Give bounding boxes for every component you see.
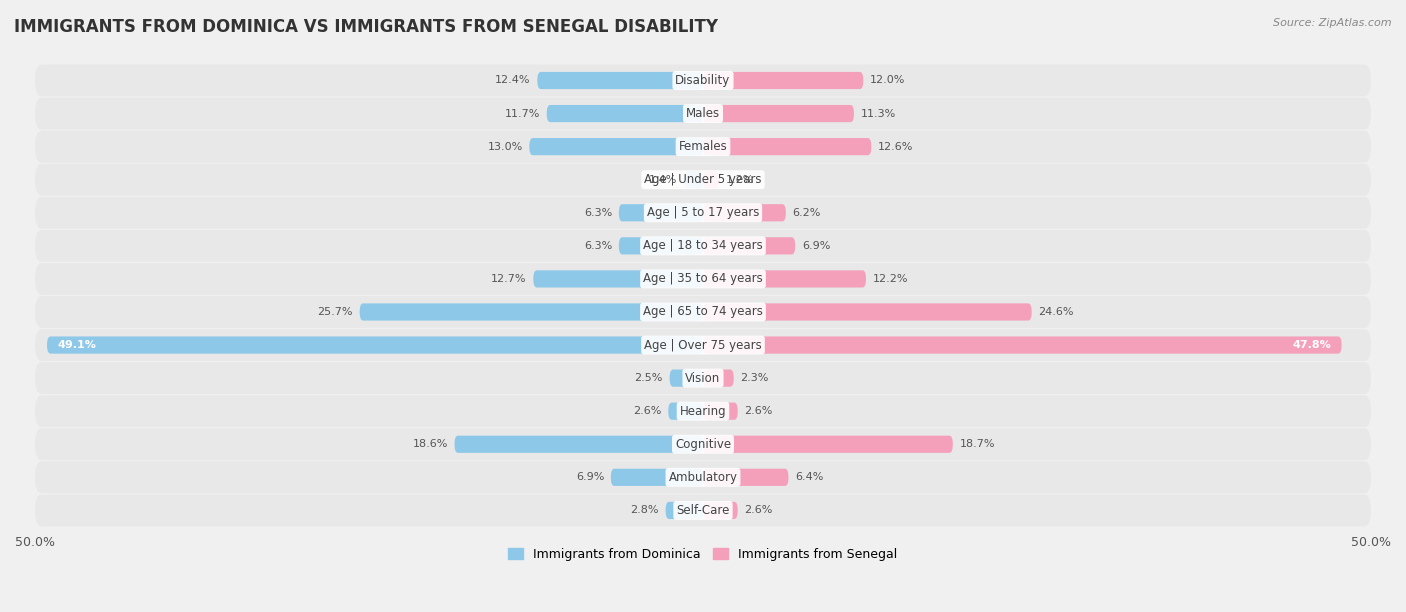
FancyBboxPatch shape: [703, 138, 872, 155]
Text: 11.7%: 11.7%: [505, 108, 540, 119]
Text: Age | 35 to 64 years: Age | 35 to 64 years: [643, 272, 763, 285]
FancyBboxPatch shape: [703, 204, 786, 222]
Text: 12.6%: 12.6%: [877, 141, 914, 152]
FancyBboxPatch shape: [35, 164, 1371, 196]
FancyBboxPatch shape: [703, 72, 863, 89]
Text: 12.2%: 12.2%: [873, 274, 908, 284]
FancyBboxPatch shape: [35, 98, 1371, 129]
FancyBboxPatch shape: [454, 436, 703, 453]
Text: 49.1%: 49.1%: [58, 340, 97, 350]
FancyBboxPatch shape: [547, 105, 703, 122]
FancyBboxPatch shape: [703, 105, 853, 122]
Text: 18.6%: 18.6%: [412, 439, 449, 449]
Text: Age | 65 to 74 years: Age | 65 to 74 years: [643, 305, 763, 318]
FancyBboxPatch shape: [35, 65, 1371, 96]
FancyBboxPatch shape: [665, 502, 703, 519]
Text: 6.9%: 6.9%: [801, 241, 830, 251]
FancyBboxPatch shape: [35, 461, 1371, 493]
Text: Age | 18 to 34 years: Age | 18 to 34 years: [643, 239, 763, 252]
Text: 2.8%: 2.8%: [630, 506, 659, 515]
FancyBboxPatch shape: [703, 502, 738, 519]
FancyBboxPatch shape: [619, 237, 703, 255]
FancyBboxPatch shape: [35, 428, 1371, 460]
FancyBboxPatch shape: [703, 271, 866, 288]
FancyBboxPatch shape: [668, 403, 703, 420]
Text: 6.3%: 6.3%: [583, 241, 612, 251]
FancyBboxPatch shape: [35, 362, 1371, 394]
Text: 12.4%: 12.4%: [495, 75, 530, 86]
Text: 18.7%: 18.7%: [959, 439, 995, 449]
FancyBboxPatch shape: [35, 263, 1371, 295]
FancyBboxPatch shape: [619, 204, 703, 222]
Text: 2.5%: 2.5%: [634, 373, 662, 383]
Text: 13.0%: 13.0%: [488, 141, 523, 152]
Text: Hearing: Hearing: [679, 405, 727, 417]
FancyBboxPatch shape: [703, 237, 796, 255]
Text: Age | Over 75 years: Age | Over 75 years: [644, 338, 762, 351]
Legend: Immigrants from Dominica, Immigrants from Senegal: Immigrants from Dominica, Immigrants fro…: [503, 543, 903, 566]
Text: 2.6%: 2.6%: [633, 406, 662, 416]
Text: 11.3%: 11.3%: [860, 108, 896, 119]
FancyBboxPatch shape: [703, 436, 953, 453]
FancyBboxPatch shape: [529, 138, 703, 155]
FancyBboxPatch shape: [669, 370, 703, 387]
Text: 6.3%: 6.3%: [583, 207, 612, 218]
FancyBboxPatch shape: [35, 230, 1371, 262]
Text: 25.7%: 25.7%: [318, 307, 353, 317]
FancyBboxPatch shape: [360, 304, 703, 321]
Text: Self-Care: Self-Care: [676, 504, 730, 517]
Text: Cognitive: Cognitive: [675, 438, 731, 451]
FancyBboxPatch shape: [46, 337, 703, 354]
Text: Source: ZipAtlas.com: Source: ZipAtlas.com: [1274, 18, 1392, 28]
FancyBboxPatch shape: [35, 197, 1371, 229]
FancyBboxPatch shape: [703, 304, 1032, 321]
FancyBboxPatch shape: [703, 337, 1341, 354]
FancyBboxPatch shape: [703, 469, 789, 486]
FancyBboxPatch shape: [35, 296, 1371, 328]
Text: IMMIGRANTS FROM DOMINICA VS IMMIGRANTS FROM SENEGAL DISABILITY: IMMIGRANTS FROM DOMINICA VS IMMIGRANTS F…: [14, 18, 718, 36]
FancyBboxPatch shape: [537, 72, 703, 89]
FancyBboxPatch shape: [703, 171, 718, 188]
Text: 6.9%: 6.9%: [576, 472, 605, 482]
FancyBboxPatch shape: [703, 370, 734, 387]
FancyBboxPatch shape: [35, 494, 1371, 526]
Text: 12.0%: 12.0%: [870, 75, 905, 86]
Text: Males: Males: [686, 107, 720, 120]
Text: 2.6%: 2.6%: [744, 506, 773, 515]
FancyBboxPatch shape: [35, 395, 1371, 427]
Text: Females: Females: [679, 140, 727, 153]
FancyBboxPatch shape: [35, 329, 1371, 361]
Text: Ambulatory: Ambulatory: [668, 471, 738, 484]
FancyBboxPatch shape: [35, 131, 1371, 163]
FancyBboxPatch shape: [533, 271, 703, 288]
Text: 1.4%: 1.4%: [650, 174, 678, 185]
FancyBboxPatch shape: [685, 171, 703, 188]
Text: Vision: Vision: [685, 371, 721, 384]
Text: 12.7%: 12.7%: [491, 274, 527, 284]
Text: Disability: Disability: [675, 74, 731, 87]
Text: 24.6%: 24.6%: [1039, 307, 1074, 317]
Text: 2.6%: 2.6%: [744, 406, 773, 416]
FancyBboxPatch shape: [610, 469, 703, 486]
Text: 2.3%: 2.3%: [741, 373, 769, 383]
FancyBboxPatch shape: [703, 403, 738, 420]
Text: Age | 5 to 17 years: Age | 5 to 17 years: [647, 206, 759, 219]
Text: Age | Under 5 years: Age | Under 5 years: [644, 173, 762, 186]
Text: 1.2%: 1.2%: [725, 174, 754, 185]
Text: 6.4%: 6.4%: [796, 472, 824, 482]
Text: 47.8%: 47.8%: [1292, 340, 1331, 350]
Text: 6.2%: 6.2%: [793, 207, 821, 218]
